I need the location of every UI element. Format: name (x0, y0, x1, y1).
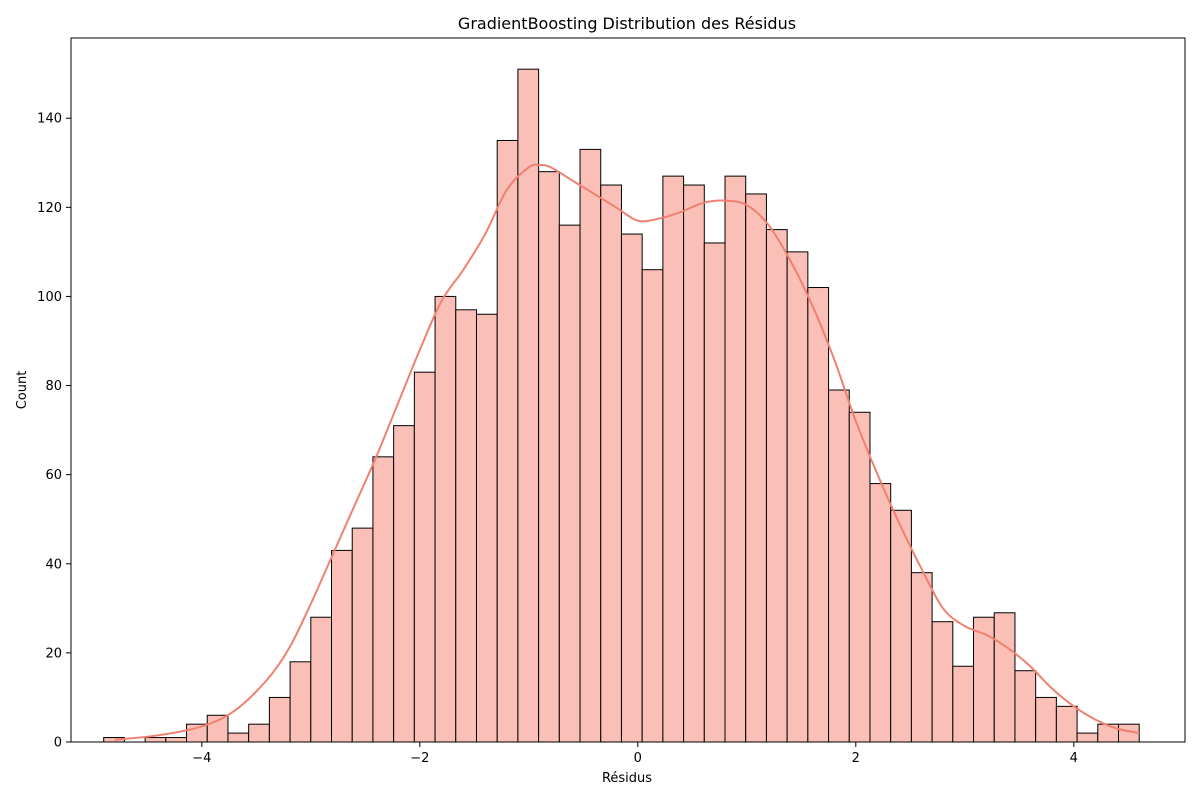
histogram-bar (144, 737, 167, 743)
histogram-bar (828, 389, 850, 743)
plot-frame (70, 37, 1186, 743)
histogram-bar (248, 723, 270, 743)
bars-group (103, 68, 1140, 743)
histogram-bar (683, 184, 705, 743)
histogram-bar (496, 139, 519, 743)
histogram-bar (558, 224, 581, 743)
y-tick-label: 40 (45, 557, 62, 572)
histogram-bar (931, 621, 954, 743)
y-tick-label: 0 (54, 736, 62, 751)
histogram-bar (765, 229, 788, 743)
histogram-bar (952, 665, 975, 743)
histogram-bar (517, 68, 540, 743)
chart-title: GradientBoosting Distribution des Résidu… (458, 14, 796, 33)
histogram-bar (1097, 723, 1120, 743)
histogram-bar (206, 714, 229, 743)
histogram-bar (227, 732, 250, 743)
histogram-bar (393, 425, 415, 743)
histogram-bar (848, 411, 871, 743)
histogram-bar (165, 737, 188, 743)
histogram-bar (331, 549, 353, 743)
x-axis: −4 −2 0 2 4 (192, 742, 1078, 766)
histogram-bar (641, 269, 664, 743)
histogram-bar (786, 251, 809, 743)
histogram-bar (869, 483, 892, 743)
histogram-bar (1035, 696, 1057, 743)
x-tick-label: 0 (634, 751, 642, 766)
histogram-bar (351, 527, 374, 743)
histogram-bar (310, 616, 333, 743)
y-tick-label: 60 (45, 468, 62, 483)
histogram-bar (579, 148, 602, 743)
histogram-bar (1055, 705, 1078, 743)
y-tick-label: 100 (37, 290, 62, 305)
y-axis-title: Count (15, 371, 30, 410)
histogram-bar (890, 509, 912, 743)
histogram-bar (434, 295, 457, 743)
histogram-bar (662, 175, 685, 743)
x-tick-label: −4 (192, 751, 211, 766)
histogram-bar (724, 175, 747, 743)
histogram-bar (993, 612, 1016, 743)
x-axis-title: Résidus (602, 771, 652, 786)
y-tick-label: 140 (37, 112, 62, 127)
histogram-bar (268, 696, 291, 743)
histogram-bar (455, 309, 477, 743)
histogram-bar (413, 371, 436, 743)
histogram-bar (475, 313, 498, 743)
histogram-bar (807, 287, 830, 743)
histogram-bar (703, 242, 726, 743)
kde-curve (114, 163, 1140, 741)
histogram-bar (910, 572, 933, 743)
histogram-bar (372, 456, 395, 743)
histogram-bar (973, 616, 995, 743)
y-tick-label: 20 (45, 646, 62, 661)
y-tick-label: 120 (37, 201, 62, 216)
histogram-bar (620, 233, 643, 743)
x-tick-label: −2 (410, 751, 429, 766)
x-tick-label: 4 (1070, 751, 1078, 766)
histogram-bar (745, 193, 767, 743)
y-axis: 0 20 40 60 80 100 120 140 (37, 112, 71, 751)
histogram-bar (538, 171, 560, 743)
y-tick-label: 80 (45, 379, 62, 394)
histogram-bar (1076, 732, 1099, 743)
histogram-bar (289, 661, 312, 743)
histogram-bar (600, 184, 622, 743)
histogram-bar (1014, 670, 1037, 743)
x-tick-label: 2 (852, 751, 860, 766)
